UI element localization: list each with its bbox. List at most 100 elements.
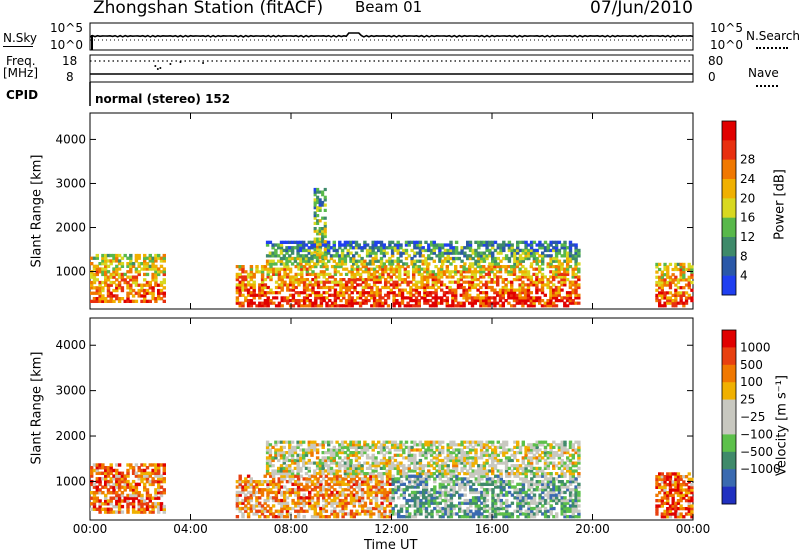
power-data-cell — [563, 301, 567, 305]
power-data-cell — [95, 270, 99, 274]
velocity-data-cell — [327, 469, 331, 473]
velocity-data-cell — [519, 509, 523, 513]
velocity-data-cell — [413, 443, 417, 447]
power-data-cell — [690, 288, 694, 292]
power-data-cell — [343, 259, 348, 263]
velocity-data-cell — [568, 515, 573, 519]
velocity-data-cell — [162, 468, 166, 473]
power-data-cell — [159, 280, 164, 285]
power-data-cell — [687, 262, 691, 266]
velocity-data-cell — [271, 472, 275, 476]
power-data-cell — [549, 304, 553, 308]
power-data-cell — [280, 283, 284, 287]
power-data-cell — [513, 254, 517, 258]
velocity-data-cell — [496, 469, 500, 473]
velocity-data-cell — [137, 482, 141, 487]
velocity-data-cell — [335, 512, 340, 516]
power-data-cell — [90, 283, 94, 287]
power-data-cell — [382, 262, 386, 266]
power-data-cell — [487, 275, 491, 279]
power-data-cell — [154, 267, 158, 271]
velocity-data-cell — [104, 510, 108, 514]
velocity-data-cell — [460, 461, 464, 465]
velocity-data-cell — [313, 443, 317, 447]
velocity-data-cell — [513, 485, 517, 489]
power-data-cell — [274, 291, 279, 295]
power-data-cell — [507, 288, 511, 292]
power-data-cell — [434, 293, 438, 297]
power-data-cell — [101, 267, 105, 271]
power-data-cell — [671, 299, 675, 303]
velocity-data-cell — [299, 482, 304, 486]
power-data-cell — [137, 288, 141, 293]
power-data-cell — [368, 248, 373, 253]
velocity-data-cell — [477, 498, 481, 503]
power-data-cell — [104, 253, 108, 258]
power-data-cell — [148, 267, 152, 271]
velocity-data-cell — [482, 466, 487, 470]
power-data-cell — [159, 283, 164, 287]
power-data-cell — [98, 262, 102, 266]
velocity-data-cell — [543, 488, 548, 492]
velocity-data-cell — [469, 512, 473, 516]
power-data-cell — [378, 304, 382, 308]
velocity-data-cell — [535, 472, 539, 476]
velocity-data-cell — [349, 469, 353, 473]
velocity-data-cell — [380, 477, 384, 481]
velocity-data-cell — [482, 482, 487, 486]
power-data-cell — [283, 296, 287, 300]
velocity-data-cell — [529, 469, 534, 473]
power-data-cell — [313, 200, 317, 205]
power-data-cell — [527, 248, 531, 253]
velocity-data-cell — [349, 472, 353, 476]
velocity-data-cell — [260, 506, 265, 511]
velocity-data-cell — [396, 464, 400, 468]
velocity-data-cell — [109, 466, 113, 470]
velocity-data-cell — [246, 474, 251, 478]
power-data-cell — [117, 259, 122, 263]
velocity-data-cell — [241, 515, 245, 519]
power-data-cell — [266, 301, 270, 305]
power-data-cell — [540, 283, 545, 287]
power-data-cell — [375, 288, 379, 292]
power-data-cell — [532, 296, 536, 300]
power-data-cell — [304, 262, 309, 266]
velocity-data-cell — [444, 485, 448, 489]
velocity-data-cell — [491, 451, 495, 455]
velocity-data-cell — [123, 482, 127, 487]
velocity-data-cell — [441, 469, 445, 473]
velocity-data-cell — [380, 515, 384, 519]
power-data-cell — [546, 243, 550, 247]
power-data-cell — [484, 296, 489, 300]
power-data-cell — [510, 254, 514, 258]
power-data-cell — [330, 275, 335, 279]
power-data-cell — [291, 304, 296, 308]
velocity-data-cell — [388, 472, 392, 476]
freq-dip-dot — [202, 62, 205, 64]
velocity-data-cell — [555, 515, 559, 519]
velocity-data-cell — [304, 472, 309, 476]
velocity-data-cell — [546, 453, 550, 457]
velocity-data-cell — [126, 485, 130, 489]
power-data-cell — [443, 251, 448, 255]
power-data-cell — [325, 285, 329, 290]
power-data-cell — [134, 259, 139, 263]
velocity-data-cell — [429, 443, 434, 447]
power-data-cell — [538, 301, 542, 305]
velocity-data-cell — [340, 440, 345, 444]
power-data-cell — [543, 246, 548, 250]
power-data-cell — [524, 293, 528, 297]
power-data-cell — [571, 243, 575, 247]
power-data-cell — [459, 272, 463, 276]
velocity-data-cell — [244, 493, 248, 497]
velocity-data-cell — [357, 445, 361, 449]
power-data-cell — [137, 272, 141, 277]
power-data-cell — [410, 256, 414, 261]
velocity-data-cell — [480, 501, 484, 505]
velocity-data-cell — [296, 498, 301, 503]
power-data-cell — [277, 254, 281, 258]
velocity-data-cell — [491, 464, 495, 468]
velocity-data-cell — [363, 512, 368, 516]
velocity-data-cell — [365, 466, 370, 470]
power-data-cell — [323, 227, 327, 231]
